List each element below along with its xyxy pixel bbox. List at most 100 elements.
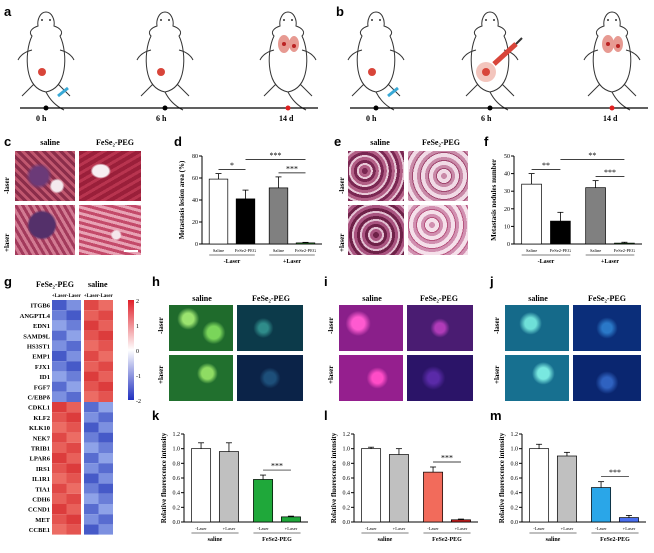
x-tick-label: Saline	[526, 248, 537, 253]
heatmap-cell	[84, 412, 99, 423]
heatmap-cell	[52, 453, 67, 464]
bar	[235, 198, 256, 245]
group-label: saline	[208, 537, 223, 543]
panel-label-d: d	[174, 134, 182, 149]
heatmap-cell	[52, 504, 67, 515]
heatmap-cell	[52, 432, 67, 443]
e-row-plus: +laser	[338, 233, 346, 252]
heatmap-row-label: HS3ST1	[27, 344, 50, 351]
heatmap-cell	[52, 493, 67, 504]
bar	[388, 454, 409, 523]
bar	[614, 242, 635, 245]
y-tick-label: 0.8	[511, 461, 519, 467]
group-label: +Laser	[601, 259, 619, 265]
heatmap-row-label: FJX1	[35, 364, 50, 371]
histology-e-saline-minus	[347, 150, 405, 202]
bar	[585, 187, 606, 245]
bar	[618, 517, 639, 523]
panel-label-f: f	[484, 134, 489, 149]
j-header-saline: saline	[528, 294, 548, 303]
h-header-fese2: FeSe₂-PEG	[252, 294, 290, 303]
y-tick-label: 0.2	[343, 505, 351, 511]
heatmap-cell	[98, 320, 113, 331]
heatmap-row-label: ITGB6	[30, 303, 50, 310]
heatmap-cell	[52, 483, 67, 494]
x-tick-label: -Laser	[195, 526, 207, 531]
heatmap-cell	[66, 463, 81, 474]
heatmap-cell	[66, 330, 81, 341]
bar	[295, 242, 316, 245]
heatmap-row-label: CDKL1	[28, 405, 50, 412]
timeline-a-2: 14 d	[279, 114, 294, 123]
timeline-a-0: 0 h	[36, 114, 47, 123]
group-label: -Laser	[538, 259, 555, 265]
significance-label: ***	[604, 168, 616, 177]
heatmap-cell	[98, 310, 113, 321]
scale-bar	[124, 250, 138, 252]
heatmap-row-label: CDH6	[32, 497, 50, 504]
tumor-dot	[38, 68, 46, 76]
significance-label: ***	[271, 462, 283, 471]
e-row-minus: -laser	[338, 177, 346, 194]
panel-label-k: k	[152, 408, 160, 423]
mouse-a2	[136, 11, 194, 111]
y-axis-label: Relative fluorescence intensity	[498, 432, 506, 523]
heatmap-row-label: ID1	[40, 374, 50, 381]
y-axis-label: Relative fluorescence intensity	[330, 432, 338, 523]
y-tick-label: 0.6	[173, 476, 181, 482]
panel-label-m: m	[490, 408, 502, 423]
heatmap-cell	[52, 473, 67, 484]
heatmap-cell	[84, 330, 99, 341]
heatmap-cell	[66, 412, 81, 423]
x-tick-label: +Laser	[393, 526, 406, 531]
histology-e-fese2-plus	[407, 204, 469, 256]
heatmap-cell	[98, 504, 113, 515]
heatmap-cell	[98, 463, 113, 474]
panel-label-c: c	[4, 134, 12, 149]
x-tick-label: Saline	[213, 248, 224, 253]
x-tick-label: FeSe2-PEG	[295, 248, 317, 253]
panel-label-e: e	[334, 134, 342, 149]
heatmap-cell	[84, 310, 99, 321]
mouse-a1	[17, 11, 75, 111]
heatmap-cell	[84, 391, 99, 402]
y-tick-label: 0.4	[343, 491, 351, 497]
histology-e-saline-plus	[347, 204, 405, 256]
heatmap-row-label: TIA1	[35, 486, 50, 493]
y-tick-label: 40	[504, 172, 510, 178]
c-header-saline: saline	[40, 138, 60, 147]
heatmap-row-label: IRS1	[36, 466, 50, 473]
x-tick-label: +Laser	[455, 526, 468, 531]
y-tick-label: 0.0	[511, 520, 519, 526]
y-tick-label: 0.0	[343, 520, 351, 526]
chart-f: 0 10 20 30 40 50 Metastasis nodules number Sali…	[490, 151, 642, 265]
heatmap-cell	[52, 402, 67, 413]
group-label: FeSe2-PEG	[262, 537, 292, 543]
heatmap-cell	[52, 442, 67, 453]
heatmap-cell	[84, 351, 99, 362]
c-row-minus: -laser	[3, 177, 11, 194]
i-header-fese2: FeSe₂-PEG	[420, 294, 458, 303]
x-tick-label: FeSe2-PEG	[614, 248, 636, 253]
heatmap-cell	[98, 361, 113, 372]
y-tick-label: 0.6	[511, 476, 519, 482]
h-row-minus: -laser	[157, 317, 165, 334]
heatmap-cell	[84, 514, 99, 525]
heatmap-cell	[52, 422, 67, 433]
timeline-b-0: 0 h	[366, 114, 377, 123]
fluor-i-fese2-minus	[406, 304, 474, 352]
x-tick-label: -Laser	[427, 526, 439, 531]
y-tick-label: 1.0	[173, 447, 181, 453]
e-header-fese2: FeSe₂-PEG	[422, 138, 460, 147]
heatmap-row-label: LPAR6	[30, 456, 51, 463]
panel-label-l: l	[324, 408, 328, 423]
heatmap-cell	[52, 371, 67, 382]
heatmap-cell	[52, 361, 67, 372]
heatmap-cell	[98, 381, 113, 392]
heatmap-cell	[98, 442, 113, 453]
x-tick-label: FeSe2-PEG	[235, 248, 257, 253]
fluor-h-saline-plus	[168, 354, 234, 402]
heatmap-cell	[66, 493, 81, 504]
y-tick-label: 0.6	[343, 476, 351, 482]
c-header-fese2: FeSe₂-PEG	[96, 138, 134, 147]
